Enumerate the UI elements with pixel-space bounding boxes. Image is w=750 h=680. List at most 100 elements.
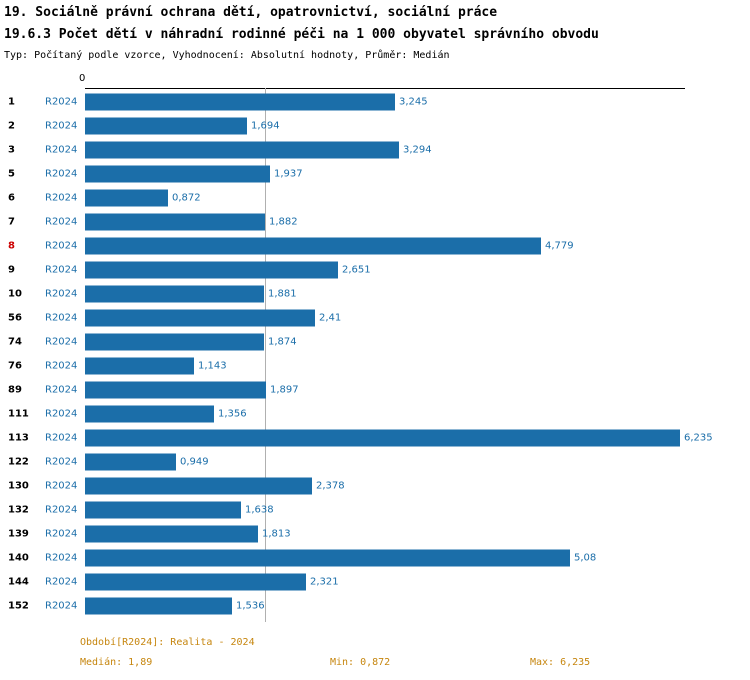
- chart-title-line1: 19. Sociálně právní ochrana dětí, opatro…: [4, 5, 498, 20]
- category-label: 56: [8, 312, 22, 324]
- series-label: R2024: [45, 432, 78, 444]
- bar-row: 3 R2024 3,294: [0, 138, 750, 162]
- bar: [85, 381, 266, 399]
- value-label: 1,356: [218, 408, 247, 420]
- series-label: R2024: [45, 240, 78, 252]
- bar: [85, 213, 265, 231]
- bar-row: 9 R2024 2,651: [0, 258, 750, 282]
- bar: [85, 501, 241, 519]
- value-label: 2,321: [310, 576, 339, 588]
- value-label: 6,235: [684, 432, 713, 444]
- category-label: 89: [8, 384, 22, 396]
- chart-title-line2: 19.6.3 Počet dětí v náhradní rodinné péč…: [4, 27, 599, 42]
- bar-row: 144 R2024 2,321: [0, 570, 750, 594]
- series-label: R2024: [45, 288, 78, 300]
- series-label: R2024: [45, 96, 78, 108]
- value-label: 2,41: [319, 312, 342, 324]
- bar-row: 76 R2024 1,143: [0, 354, 750, 378]
- series-label: R2024: [45, 504, 78, 516]
- footer-median: Medián: 1,89: [80, 657, 153, 668]
- value-label: 1,694: [251, 120, 280, 132]
- footer-max: Max: 6,235: [530, 657, 591, 668]
- bar-row: 132 R2024 1,638: [0, 498, 750, 522]
- category-label: 10: [8, 288, 22, 300]
- series-label: R2024: [45, 528, 78, 540]
- category-label: 139: [8, 528, 29, 540]
- bar: [85, 453, 176, 471]
- value-label: 1,937: [274, 168, 303, 180]
- series-label: R2024: [45, 408, 78, 420]
- series-label: R2024: [45, 312, 78, 324]
- bar-row: 140 R2024 5,08: [0, 546, 750, 570]
- bar-row: 10 R2024 1,881: [0, 282, 750, 306]
- bar-row: 6 R2024 0,872: [0, 186, 750, 210]
- category-label: 140: [8, 552, 29, 564]
- category-label: 6: [8, 192, 15, 204]
- series-label: R2024: [45, 456, 78, 468]
- series-label: R2024: [45, 576, 78, 588]
- bar-row: 74 R2024 1,874: [0, 330, 750, 354]
- chart-plot-area: 0 1 R2024 3,245 2 R2024 1,694 3 R2024 3,294 5 R202…: [0, 70, 750, 626]
- bar-row: 122 R2024 0,949: [0, 450, 750, 474]
- bar: [85, 261, 338, 279]
- chart-subtitle: Typ: Počítaný podle vzorce, Vyhodnocení:…: [4, 50, 450, 61]
- value-label: 1,881: [268, 288, 297, 300]
- value-label: 1,143: [198, 360, 227, 372]
- category-label: 1: [8, 96, 15, 108]
- bar-row: 113 R2024 6,235: [0, 426, 750, 450]
- value-label: 1,882: [269, 216, 298, 228]
- series-label: R2024: [45, 168, 78, 180]
- bar: [85, 285, 264, 303]
- bar-row: 139 R2024 1,813: [0, 522, 750, 546]
- bar-row: 130 R2024 2,378: [0, 474, 750, 498]
- series-label: R2024: [45, 480, 78, 492]
- bar: [85, 93, 395, 111]
- bar-row: 89 R2024 1,897: [0, 378, 750, 402]
- value-label: 4,779: [545, 240, 574, 252]
- category-label: 76: [8, 360, 22, 372]
- series-label: R2024: [45, 600, 78, 612]
- bar-row: 8 R2024 4,779: [0, 234, 750, 258]
- value-label: 0,949: [180, 456, 209, 468]
- bar: [85, 573, 306, 591]
- value-label: 0,872: [172, 192, 201, 204]
- bar-row: 1 R2024 3,245: [0, 90, 750, 114]
- bar-row: 2 R2024 1,694: [0, 114, 750, 138]
- bar: [85, 237, 541, 255]
- bar: [85, 189, 168, 207]
- bar-row: 152 R2024 1,536: [0, 594, 750, 618]
- value-label: 1,897: [270, 384, 299, 396]
- series-label: R2024: [45, 120, 78, 132]
- series-label: R2024: [45, 192, 78, 204]
- bar: [85, 357, 194, 375]
- category-label: 113: [8, 432, 29, 444]
- series-label: R2024: [45, 360, 78, 372]
- bar: [85, 117, 247, 135]
- bar: [85, 309, 315, 327]
- value-label: 1,536: [236, 600, 265, 612]
- category-label: 152: [8, 600, 29, 612]
- x-axis-tick-zero: 0: [79, 73, 86, 84]
- bar: [85, 141, 399, 159]
- category-label: 144: [8, 576, 29, 588]
- value-label: 1,813: [262, 528, 291, 540]
- median-line: [265, 88, 266, 622]
- footer-min: Min: 0,872: [330, 657, 391, 668]
- category-label: 5: [8, 168, 15, 180]
- bar: [85, 549, 570, 567]
- series-label: R2024: [45, 144, 78, 156]
- value-label: 1,638: [245, 504, 274, 516]
- bar: [85, 165, 270, 183]
- category-label: 74: [8, 336, 22, 348]
- bar: [85, 429, 680, 447]
- footer-period: Období[R2024]: Realita - 2024: [80, 637, 255, 648]
- series-label: R2024: [45, 336, 78, 348]
- bar: [85, 405, 214, 423]
- value-label: 3,294: [403, 144, 432, 156]
- bar-row: 7 R2024 1,882: [0, 210, 750, 234]
- bar: [85, 525, 258, 543]
- bar-row: 111 R2024 1,356: [0, 402, 750, 426]
- category-label: 130: [8, 480, 29, 492]
- category-label: 9: [8, 264, 15, 276]
